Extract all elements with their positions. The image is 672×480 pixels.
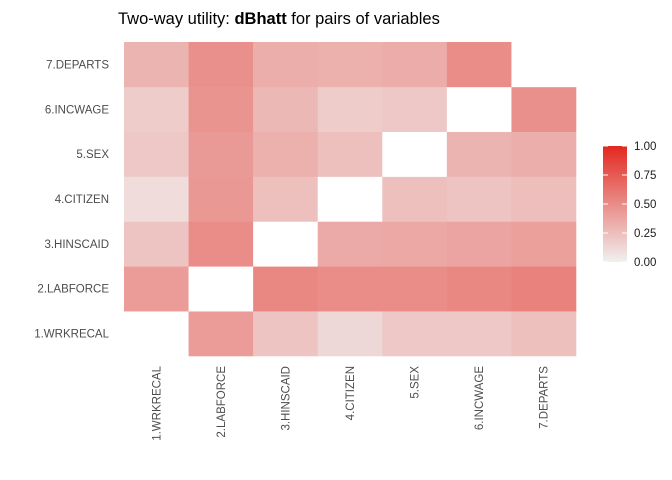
heatmap-cell-r3-c7	[511, 221, 577, 267]
x-tick-label: 4.CITIZEN	[345, 366, 357, 420]
x-tick-label: 3.HINSCAID	[280, 366, 292, 431]
heatmap-cell-r7-c4	[317, 42, 383, 88]
heatmap-cell-r2-c4	[317, 266, 383, 312]
legend-tick-label: 0.75	[634, 170, 656, 182]
heatmap-cell-r5-c1	[124, 131, 189, 177]
heatmap-cell-r3-c1	[124, 221, 189, 267]
heatmap-cell-r2-c3	[253, 266, 319, 312]
legend-tick-label: 0.25	[634, 228, 656, 240]
chart-title-metric: dBhatt	[234, 10, 287, 28]
y-axis-tick-labels: 1.WRKRECAL 2.LABFORCE 3.HINSCAID 4.CITIZEN 5…	[34, 59, 109, 340]
heatmap-cell-r6-c6	[446, 86, 512, 133]
heatmap-cell-r1-c3	[253, 311, 319, 357]
heatmap-cell-r4-c6	[446, 176, 512, 222]
chart-title-prefix: Two-way utility:	[118, 10, 234, 28]
legend-tick-label: 1.00	[634, 141, 656, 153]
heatmap-cell-r4-c1	[124, 176, 189, 222]
heatmap-cell-r6-c5	[382, 86, 448, 133]
legend-tick-label: 0.50	[634, 199, 656, 211]
heatmap-cell-r1-c1	[124, 311, 189, 357]
y-tick-label: 5.SEX	[76, 149, 109, 161]
heatmap-cell-r7-c2	[188, 42, 254, 88]
heatmap-cells	[124, 42, 577, 357]
chart-title: Two-way utility: dBhatt for pairs of var…	[118, 10, 440, 28]
color-legend: 0.00 0.25 0.50 0.75 1.00	[603, 141, 656, 269]
x-tick-label: 7.DEPARTS	[539, 366, 551, 429]
heatmap-cell-r7-c5	[382, 42, 448, 88]
heatmap-cell-r2-c6	[446, 266, 512, 312]
x-tick-label: 2.LABFORCE	[216, 366, 228, 438]
y-tick-label: 2.LABFORCE	[37, 284, 109, 296]
heatmap-cell-r6-c7	[511, 86, 577, 133]
heatmap-cell-r2-c5	[382, 266, 448, 312]
heatmap-cell-r3-c5	[382, 221, 448, 267]
heatmap-cell-r4-c3	[253, 176, 319, 222]
heatmap-cell-r5-c3	[253, 131, 319, 177]
x-tick-label: 6.INCWAGE	[474, 366, 486, 430]
chart-title-suffix: for pairs of variables	[287, 10, 440, 28]
x-tick-label: 5.SEX	[410, 366, 422, 399]
legend-ticks: 0.00 0.25 0.50 0.75 1.00	[603, 141, 656, 269]
heatmap-cell-r7-c6	[446, 42, 512, 88]
heatmap-cell-r2-c1	[124, 266, 189, 312]
heatmap-cell-r2-c7	[511, 266, 577, 312]
heatmap-cell-r5-c4	[317, 131, 383, 177]
x-axis-tick-labels: 1.WRKRECAL 2.LABFORCE 3.HINSCAID 4.CITIZEN 5…	[151, 365, 550, 440]
heatmap-cell-r4-c4	[317, 176, 383, 222]
y-tick-label: 1.WRKRECAL	[34, 329, 109, 341]
heatmap-cell-r7-c1	[124, 42, 189, 88]
heatmap-cell-r1-c2	[188, 311, 254, 357]
heatmap-cell-r6-c3	[253, 86, 319, 133]
heatmap-cell-r4-c5	[382, 176, 448, 222]
heatmap-cell-r6-c2	[188, 86, 254, 133]
heatmap-cell-r1-c6	[446, 311, 512, 357]
heatmap-cell-r5-c6	[446, 131, 512, 177]
heatmap-cell-r3-c4	[317, 221, 383, 267]
y-tick-label: 4.CITIZEN	[55, 194, 109, 206]
legend-tick-label: 0.00	[634, 257, 656, 269]
heatmap-cell-r3-c3	[253, 221, 319, 267]
y-tick-label: 3.HINSCAID	[44, 239, 109, 251]
heatmap-cell-r7-c3	[253, 42, 319, 88]
heatmap-cell-r7-c7	[511, 42, 577, 88]
heatmap-cell-r4-c2	[188, 176, 254, 222]
y-tick-label: 6.INCWAGE	[45, 104, 109, 116]
heatmap-cell-r6-c4	[317, 86, 383, 133]
heatmap-cell-r1-c4	[317, 311, 383, 357]
heatmap-cell-r5-c2	[188, 131, 254, 177]
heatmap-cell-r2-c2	[188, 266, 254, 312]
heatmap-cell-r3-c2	[188, 221, 254, 267]
x-tick-label: 1.WRKRECAL	[151, 365, 163, 440]
heatmap-cell-r5-c7	[511, 131, 577, 177]
heatmap-cell-r6-c1	[124, 86, 189, 133]
y-tick-label: 7.DEPARTS	[46, 59, 109, 71]
heatmap-cell-r1-c5	[382, 311, 448, 357]
heatmap-cell-r4-c7	[511, 176, 577, 222]
heatmap-cell-r5-c5	[382, 131, 448, 177]
heatmap-cell-r3-c6	[446, 221, 512, 267]
heatmap-cell-r1-c7	[511, 311, 577, 357]
